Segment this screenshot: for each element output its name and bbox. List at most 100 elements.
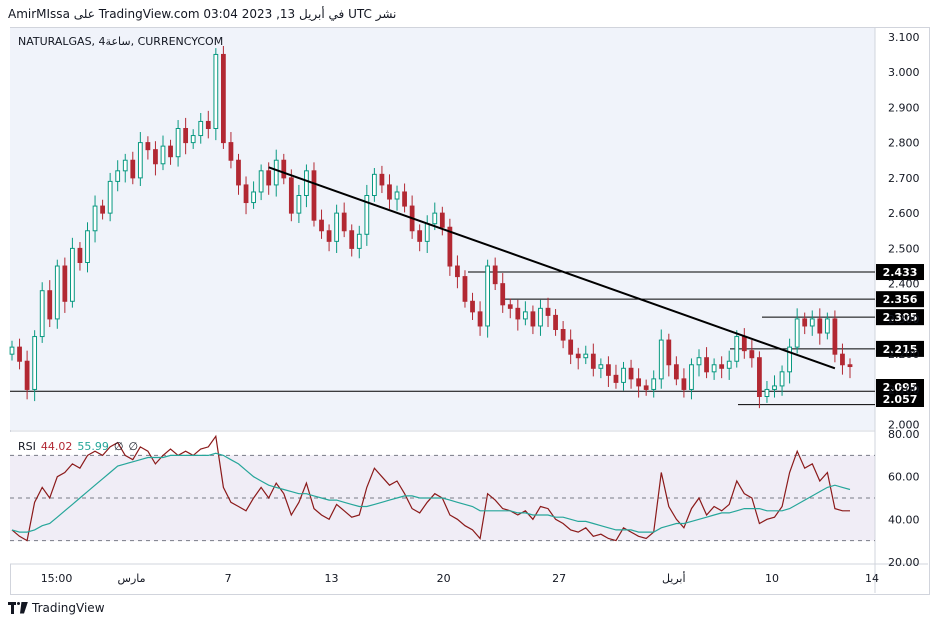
candle-body <box>538 307 543 327</box>
rsi-legend: RSI 44.02 55.99 ∅ ∅ <box>18 440 143 453</box>
price-tick-label: 2.500 <box>888 242 920 255</box>
rsi-tick-label: 20.00 <box>888 556 920 569</box>
time-tick-label: 15:00 <box>41 572 73 585</box>
brand-name: TradingView <box>32 601 105 615</box>
price-tick-label: 2.300 <box>888 313 920 326</box>
time-tick-label: 7 <box>225 572 232 585</box>
candle-body <box>462 276 468 302</box>
candle-body <box>689 364 694 390</box>
candle-body <box>500 283 506 306</box>
rsi-tick-label: 80.00 <box>888 428 920 441</box>
publish-header: AmirMIssa على TradingView.com 03:04 2023… <box>8 7 397 21</box>
candle-body <box>477 311 483 327</box>
candle-body <box>288 177 294 214</box>
candle-body <box>643 385 649 390</box>
symbol-title: NATURALGAS, 4ساعة, CURRENCYCOM <box>18 35 224 48</box>
candle-body <box>243 184 249 204</box>
candle-body <box>326 230 332 242</box>
candle-body <box>681 378 687 390</box>
candle-body <box>236 159 241 186</box>
candle-body <box>137 142 143 179</box>
candle-body <box>228 142 234 161</box>
candle-body <box>92 205 98 232</box>
rsi-ma-line <box>11 452 851 533</box>
candle-body <box>432 212 438 225</box>
candle-body <box>772 385 777 390</box>
candle-body <box>847 364 853 368</box>
candle-body <box>613 374 619 383</box>
price-tick-label: 2.100 <box>888 383 920 396</box>
candle-body <box>371 173 377 196</box>
candle-body <box>266 170 272 186</box>
candle-body <box>221 53 226 144</box>
price-tick-label: 2.000 <box>888 419 920 432</box>
candle-body <box>658 339 664 380</box>
level-label: 2.057 <box>883 393 918 406</box>
price-tick-label: 3.000 <box>888 66 920 79</box>
candle-body <box>666 339 672 366</box>
candle-body <box>387 184 392 200</box>
candle-body <box>583 353 589 359</box>
candle-body <box>32 336 38 390</box>
candle-body <box>734 336 740 362</box>
candle-body <box>606 364 611 376</box>
candle-body <box>507 304 513 309</box>
candle-body <box>175 128 181 158</box>
level-label: 2.305 <box>883 311 918 324</box>
candle-body <box>394 191 400 200</box>
candle-body <box>764 388 770 397</box>
candle-body <box>590 353 596 369</box>
time-tick-label: 13 <box>325 572 339 585</box>
candle-body <box>349 230 355 249</box>
candle-body <box>153 149 158 165</box>
candle-body <box>145 142 151 151</box>
candle-body <box>757 357 762 398</box>
candle-body <box>258 170 264 193</box>
candle-body <box>296 195 302 214</box>
candle-body <box>439 212 445 228</box>
price-tick-label: 2.700 <box>888 172 920 185</box>
candle-body <box>273 159 279 186</box>
candle-body <box>341 212 347 232</box>
candle-body <box>122 159 128 172</box>
candle-body <box>575 353 581 359</box>
level-badge <box>876 264 924 281</box>
level-label: 2.095 <box>883 381 918 394</box>
price-tick-label: 2.600 <box>888 207 920 220</box>
level-label: 2.433 <box>883 266 918 279</box>
candle-body <box>673 364 679 380</box>
candle-body <box>470 300 475 313</box>
candle-body <box>749 350 755 359</box>
candle-body <box>379 173 385 186</box>
candle-body <box>77 247 83 263</box>
rsi-flag-1: ∅ <box>113 440 124 453</box>
candle-body <box>515 307 521 320</box>
candle-body <box>311 170 317 221</box>
candle-body <box>794 318 800 348</box>
candle-body <box>304 170 309 197</box>
price-tick-label: 2.400 <box>888 278 920 291</box>
candle-body <box>719 364 725 369</box>
candle-body <box>817 318 823 334</box>
candle-body <box>54 265 60 320</box>
tradingview-logo-icon <box>8 601 28 615</box>
candle-body <box>651 378 657 390</box>
time-tick-label: 27 <box>552 572 566 585</box>
level-label: 2.356 <box>883 293 918 306</box>
time-tick-label: أبريل <box>662 571 686 585</box>
rsi-ma-value: 55.99 <box>77 440 109 453</box>
candle-body <box>824 318 830 334</box>
candle-body <box>198 120 204 137</box>
candle-body <box>190 135 196 144</box>
candle-body <box>840 353 845 366</box>
candle-body <box>553 314 558 331</box>
candle-body <box>24 360 30 390</box>
time-tick-label: مارس <box>118 572 146 585</box>
candle-body <box>213 53 219 130</box>
candle-body <box>832 318 838 355</box>
candle-body <box>522 311 528 320</box>
candle-body <box>130 159 136 179</box>
candle-body <box>598 364 604 369</box>
candle-body <box>107 180 113 214</box>
candle-body <box>802 318 808 327</box>
